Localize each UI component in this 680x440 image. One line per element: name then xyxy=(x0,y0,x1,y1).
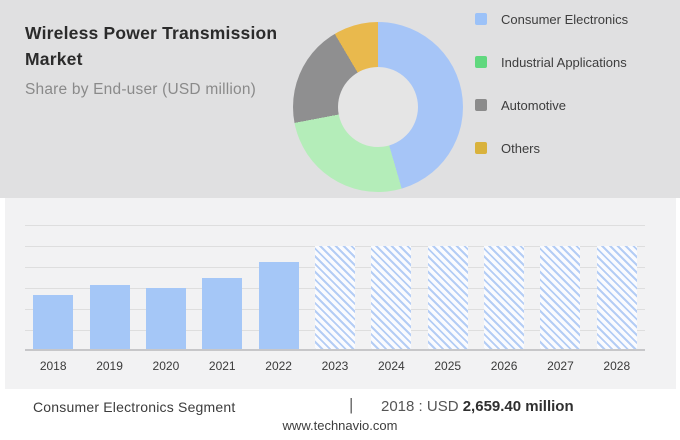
forecast-bar-2024 xyxy=(371,246,412,351)
forecast-bar-2026 xyxy=(484,246,525,351)
separator: | xyxy=(349,395,354,414)
header-panel: Wireless Power Transmission Market Share… xyxy=(0,0,680,198)
forecast-bar-2028 xyxy=(596,246,637,351)
x-tick-2025: 2025 xyxy=(434,359,462,373)
bar-2019 xyxy=(89,285,130,351)
bar-2021 xyxy=(202,278,243,351)
legend-label: Consumer Electronics xyxy=(501,11,629,27)
metric-prefix: 2018 : USD xyxy=(381,398,459,415)
bar-2020 xyxy=(145,288,186,351)
legend-item-automotive: Automotive xyxy=(475,97,628,113)
segment-label: Consumer Electronics Segment xyxy=(33,399,236,415)
bar-slot-2019 xyxy=(81,285,137,351)
donut-chart xyxy=(293,22,463,192)
legend-label: Others xyxy=(501,140,541,156)
legend-item-consumer-electronics: Consumer Electronics xyxy=(475,11,629,27)
legend-label: Automotive xyxy=(501,97,567,113)
bar-slot-2027 xyxy=(532,246,588,351)
legend-swatch-automotive xyxy=(475,99,487,111)
legend: Consumer Electronics Industrial Applicati… xyxy=(475,12,628,184)
legend-item-industrial-applications: Industrial Applications xyxy=(475,54,628,70)
legend-swatch-others xyxy=(475,142,487,154)
website-url: www.technavio.com xyxy=(282,418,398,433)
bar-slot-2026 xyxy=(476,246,532,351)
x-tick-2024: 2024 xyxy=(377,359,405,373)
bar-slot-2021 xyxy=(194,278,250,351)
x-tick-2020: 2020 xyxy=(152,359,180,373)
x-tick-2027: 2027 xyxy=(547,359,574,373)
x-tick-2026: 2026 xyxy=(490,359,518,373)
bar-slot-2024 xyxy=(363,246,419,351)
bar-slot-2023 xyxy=(307,246,363,351)
gridline xyxy=(25,225,645,226)
bar-slot-2018 xyxy=(25,295,81,351)
donut-hole xyxy=(338,67,418,147)
bar-slot-2022 xyxy=(250,262,306,351)
bar-2022 xyxy=(258,262,299,351)
title-block: Wireless Power Transmission Market Share… xyxy=(25,20,313,99)
bar-slot-2025 xyxy=(420,246,476,351)
bar-2018 xyxy=(33,295,74,351)
legend-label: Industrial Applications xyxy=(501,54,627,70)
bar-chart-plot xyxy=(25,225,645,351)
bar-series xyxy=(25,225,645,351)
legend-item-others: Others xyxy=(475,140,628,156)
x-axis-labels: 2018 2019 2020 2021 2022 2023 2024 2025 2026 2027… xyxy=(25,359,645,373)
legend-swatch-consumer-electronics xyxy=(475,13,487,25)
metric-value: 2,659.40 million xyxy=(462,398,574,415)
x-tick-2018: 2018 xyxy=(39,359,67,373)
x-tick-2022: 2022 xyxy=(265,359,292,373)
page-subtitle: Share by End-user (USD million) xyxy=(25,81,257,98)
x-tick-2019: 2019 xyxy=(96,359,123,373)
footer-caption: Consumer Electronics Segment | 2018 : US… xyxy=(0,389,680,418)
forecast-bar-2025 xyxy=(427,246,468,351)
bar-slot-2020 xyxy=(138,288,194,351)
metric-text: 2018 : USD 2,659.40 million xyxy=(381,398,574,415)
bar-chart-card: 2018 2019 2020 2021 2022 2023 2024 2025 2026 2027… xyxy=(5,198,676,389)
legend-swatch-industrial-applications xyxy=(475,56,487,68)
x-tick-2028: 2028 xyxy=(603,359,631,373)
bar-slot-2028 xyxy=(589,246,645,351)
forecast-bar-2027 xyxy=(540,246,581,351)
x-tick-2021: 2021 xyxy=(208,359,236,373)
x-axis-line xyxy=(25,349,645,351)
forecast-bar-2023 xyxy=(314,246,355,351)
x-tick-2023: 2023 xyxy=(321,359,349,373)
page-title: Wireless Power Transmission Market xyxy=(25,23,278,69)
